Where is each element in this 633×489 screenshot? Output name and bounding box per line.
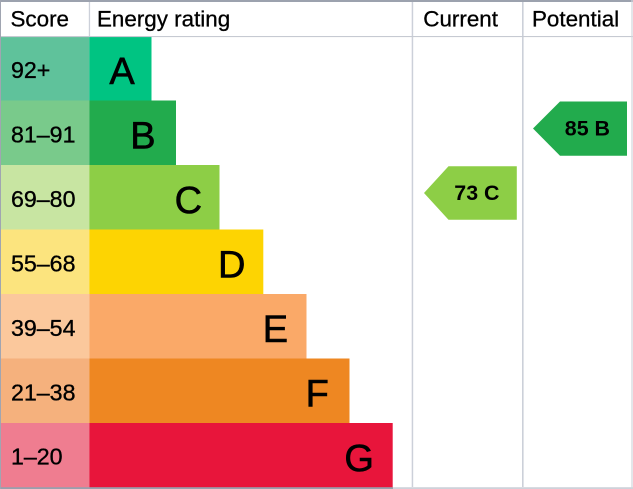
svg-text:Potential: Potential — [532, 7, 619, 32]
svg-text:Current: Current — [423, 7, 498, 32]
svg-text:73 C: 73 C — [454, 181, 499, 205]
svg-text:A: A — [109, 51, 135, 93]
svg-text:92+: 92+ — [11, 57, 50, 83]
svg-text:Score: Score — [11, 7, 70, 32]
svg-text:C: C — [175, 180, 202, 222]
svg-text:F: F — [306, 373, 329, 415]
svg-text:21–38: 21–38 — [11, 379, 75, 405]
svg-text:B: B — [130, 115, 155, 157]
svg-text:81–91: 81–91 — [11, 121, 75, 147]
svg-text:D: D — [218, 244, 245, 286]
svg-text:39–54: 39–54 — [11, 315, 76, 341]
svg-text:E: E — [263, 309, 288, 351]
svg-text:55–68: 55–68 — [11, 250, 75, 276]
svg-text:G: G — [344, 438, 374, 480]
svg-text:1–20: 1–20 — [11, 443, 63, 469]
svg-text:69–80: 69–80 — [11, 186, 75, 212]
svg-text:85 B: 85 B — [565, 117, 610, 141]
svg-text:Energy rating: Energy rating — [97, 7, 230, 32]
